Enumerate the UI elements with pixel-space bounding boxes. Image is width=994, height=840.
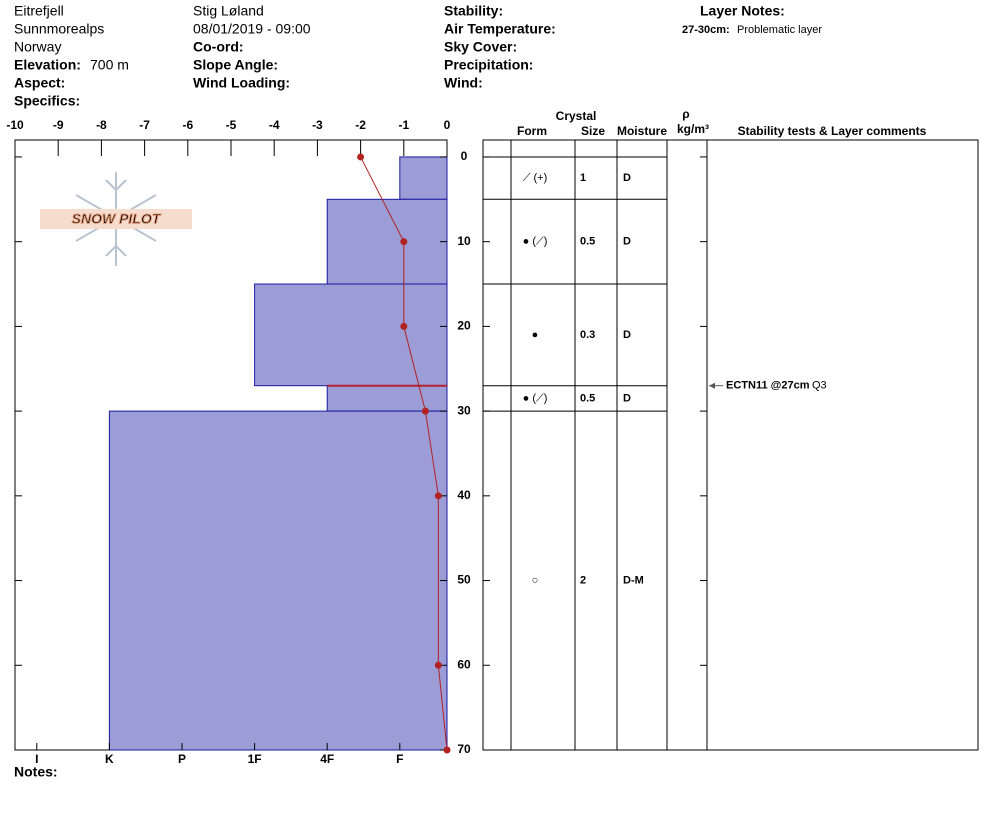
layer-note-range: 27-30cm:: [682, 24, 730, 36]
location: Norway: [14, 39, 61, 55]
column-header: kg/m³: [677, 122, 709, 136]
crystal-form: ● (⟋): [523, 236, 548, 248]
crystal-form: ● (⟋): [523, 392, 548, 404]
temperature-point: [434, 661, 442, 669]
crystal-size: 0.5: [580, 236, 595, 248]
y-tick-label: 30: [457, 403, 471, 417]
hardness-bar: [108, 410, 448, 751]
location: Sunnmorealps: [14, 21, 104, 37]
test-result: ECTN11 @27cm: [726, 380, 810, 392]
field-label: Wind Loading:: [193, 75, 290, 91]
y-tick-label: 40: [457, 488, 471, 502]
crystal-size: 2: [580, 574, 586, 586]
logo: SNOW PILOT: [72, 211, 162, 227]
field-value: 700 m: [90, 57, 129, 73]
field-label: Elevation:: [14, 57, 81, 73]
column-header: Size: [581, 124, 605, 138]
column-header: Moisture: [617, 124, 667, 138]
moisture: D-M: [623, 574, 644, 586]
x-tick-label: -4: [269, 118, 280, 132]
temperature-point: [443, 746, 451, 754]
field-label: Wind:: [444, 75, 483, 91]
field-label: Slope Angle:: [193, 57, 278, 73]
y-tick-label: 50: [457, 573, 471, 587]
layer-note-text: Problematic layer: [737, 24, 822, 36]
crystal-size: 1: [580, 172, 586, 184]
temperature-point: [421, 407, 429, 415]
crystal-size: 0.5: [580, 392, 595, 404]
crystal-form: ●: [532, 329, 539, 341]
y-tick-label: 70: [457, 742, 471, 756]
location: Eitrefjell: [14, 3, 64, 19]
x-tick-label: -10: [6, 118, 24, 132]
column-header: Stability tests & Layer comments: [738, 124, 927, 138]
test-quality: Q3: [812, 380, 827, 392]
x-tick-label: -9: [53, 118, 64, 132]
moisture: D: [623, 172, 631, 184]
test-arrowhead: [709, 382, 715, 389]
crystal-form: ○: [532, 574, 539, 586]
temperature-point: [400, 322, 408, 330]
x-tick-label: -1: [398, 118, 409, 132]
x-tick-label: -5: [226, 118, 237, 132]
field-label: Sky Cover:: [444, 39, 517, 55]
field-label: Co-ord:: [193, 39, 244, 55]
observer: Stig Løland: [193, 3, 264, 19]
x-tick-label: -3: [312, 118, 323, 132]
hardness-bar: [326, 385, 448, 412]
column-header: Crystal: [556, 109, 597, 123]
column-header: ρ: [682, 107, 689, 121]
y-tick-label: 60: [457, 657, 471, 671]
x-tick-label: -6: [182, 118, 193, 132]
moisture: D: [623, 329, 631, 341]
field-label: Precipitation:: [444, 57, 533, 73]
field-label: Specifics:: [14, 93, 80, 109]
y-tick-label: 20: [457, 319, 471, 333]
x-tick-label: -7: [139, 118, 150, 132]
x-tick-label: -8: [96, 118, 107, 132]
moisture: D: [623, 392, 631, 404]
hardness-bar: [399, 156, 448, 200]
hardness-label: I: [35, 752, 38, 766]
temperature-point: [357, 153, 365, 161]
field-label: Air Temperature:: [444, 21, 556, 37]
crystal-size: 0.3: [580, 329, 595, 341]
hardness-label: P: [178, 752, 186, 766]
crystal-form: ⟋ (+): [523, 172, 548, 184]
datetime: 08/01/2019 - 09:00: [193, 21, 311, 37]
field-label: Stability:: [444, 3, 503, 19]
x-tick-label: -2: [355, 118, 366, 132]
hardness-bar: [326, 198, 448, 285]
table-frame: [482, 139, 979, 751]
table-columns: [510, 140, 708, 750]
column-header: Form: [517, 124, 547, 138]
temperature-point: [434, 492, 442, 500]
field-label: Aspect:: [14, 75, 65, 91]
hardness-bar: [254, 283, 448, 387]
hardness-label: F: [396, 752, 403, 766]
y-tick-label: 0: [461, 149, 468, 163]
temperature-point: [400, 238, 408, 246]
hardness-label: 4F: [320, 752, 334, 766]
x-tick-label: 0: [444, 118, 451, 132]
hardness-label: K: [105, 752, 114, 766]
notes-label: Notes:: [14, 764, 58, 780]
moisture: D: [623, 236, 631, 248]
layer-notes-title: Layer Notes:: [700, 3, 785, 19]
hardness-label: 1F: [248, 752, 262, 766]
logo-band: [40, 209, 192, 229]
y-tick-label: 10: [457, 234, 471, 248]
